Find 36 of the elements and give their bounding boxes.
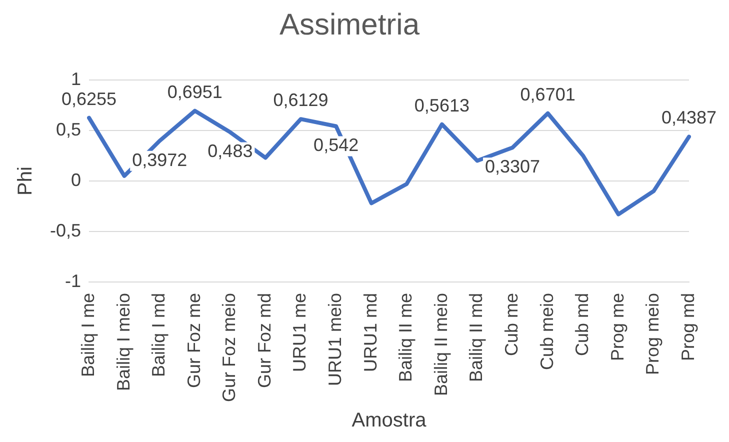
- x-tick-label: URU1 me: [290, 292, 310, 372]
- data-label: 0,3307: [485, 156, 540, 177]
- x-tick-label: Cub meio: [536, 292, 557, 370]
- y-tick-label: -1: [65, 270, 82, 291]
- x-tick-label: Gur Foz me: [184, 292, 204, 388]
- data-label: 0,3972: [132, 150, 188, 170]
- y-axis-title: Phi: [14, 166, 37, 196]
- x-tick-label: Bailiq I md: [148, 292, 169, 378]
- x-tick-label: Gur Foz md: [254, 292, 274, 388]
- data-label: 0,6701: [520, 84, 576, 104]
- x-tick-label: URU1 md: [360, 292, 380, 372]
- x-tick-label: URU1 meio: [325, 292, 346, 386]
- y-tick-label: 0: [71, 170, 82, 190]
- x-tick-label: Bailiq I me: [78, 292, 98, 378]
- x-tick-label: Bailiq II meio: [430, 292, 451, 396]
- y-tick-label: 1: [71, 68, 82, 89]
- data-label: 0,6255: [61, 88, 117, 109]
- y-tick-label: -0,5: [50, 220, 82, 240]
- data-label: 0,6129: [273, 90, 328, 110]
- x-axis-title: Amostra: [352, 410, 428, 432]
- x-tick-label: Bailiq I meio: [113, 292, 134, 392]
- x-tick-label: Gur Foz meio: [219, 292, 240, 402]
- x-tick-label: Bailiq II me: [396, 292, 416, 382]
- x-tick-label: Bailiq II md: [466, 292, 486, 382]
- y-tick-label: 0,5: [56, 119, 82, 140]
- x-tick-label: Cub me: [502, 292, 522, 356]
- x-tick-label: Cub md: [572, 292, 592, 356]
- x-tick-label: Prog md: [678, 292, 698, 362]
- data-label: 0,483: [208, 141, 253, 162]
- x-tick-label: Prog me: [607, 292, 628, 362]
- data-label: 0,542: [314, 135, 359, 156]
- data-label: 0,4387: [661, 108, 717, 128]
- data-label: 0,6951: [167, 82, 222, 102]
- chart-title: Assimetria: [279, 8, 420, 42]
- x-tick-label: Prog meio: [642, 292, 663, 376]
- data-label: 0,5613: [414, 95, 470, 116]
